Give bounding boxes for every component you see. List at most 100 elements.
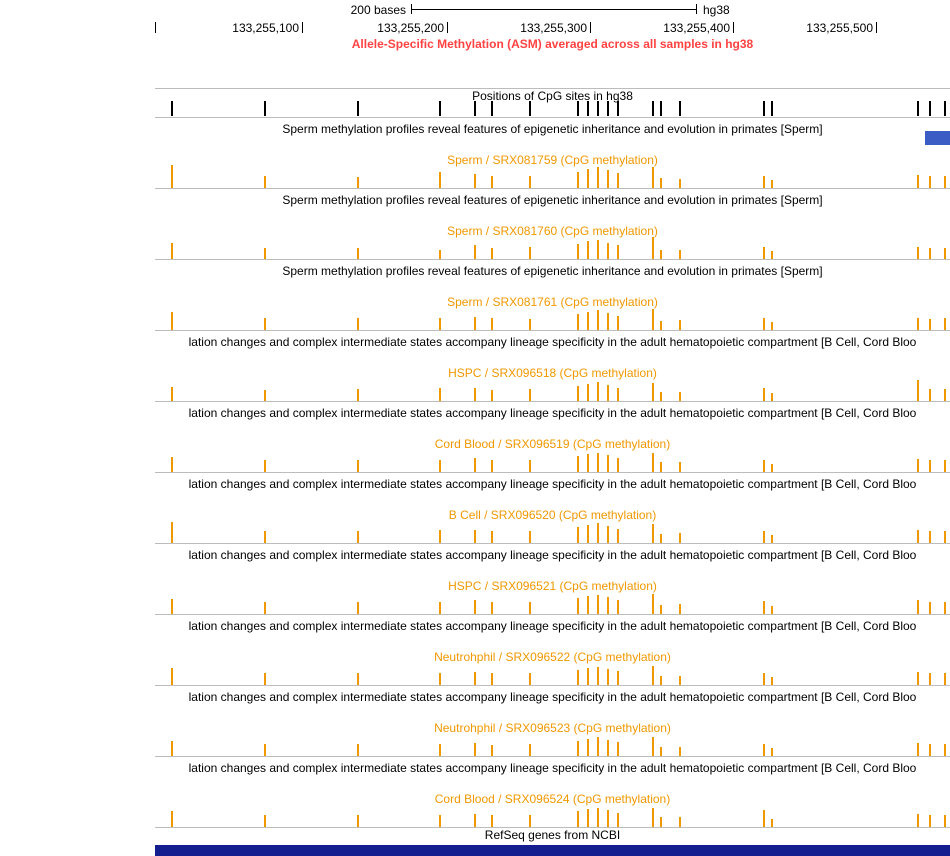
methylation-bar[interactable] — [944, 460, 946, 472]
methylation-bar[interactable] — [763, 247, 765, 259]
methylation-bar[interactable] — [771, 180, 773, 188]
methylation-bar[interactable] — [763, 318, 765, 330]
methylation-bar[interactable] — [529, 673, 531, 685]
methylation-bar[interactable] — [679, 250, 681, 259]
methylation-bar[interactable] — [171, 811, 173, 827]
methylation-bar[interactable] — [587, 739, 589, 756]
methylation-bar[interactable] — [529, 531, 531, 543]
methylation-bar[interactable] — [171, 243, 173, 259]
methylation-bar[interactable] — [491, 460, 493, 472]
methylation-bar[interactable] — [439, 172, 441, 188]
methylation-bar[interactable] — [264, 248, 266, 259]
methylation-bar[interactable] — [357, 389, 359, 401]
methylation-bar[interactable] — [357, 744, 359, 756]
study-title[interactable]: Sperm methylation profiles reveal featur… — [282, 193, 823, 207]
methylation-bar[interactable] — [929, 319, 931, 330]
methylation-bar[interactable] — [577, 314, 579, 330]
methylation-bar[interactable] — [587, 596, 589, 614]
cpg-site-tick[interactable] — [917, 101, 919, 116]
methylation-bar[interactable] — [474, 600, 476, 614]
cpg-site-tick[interactable] — [577, 101, 579, 116]
methylation-bar[interactable] — [491, 531, 493, 543]
cpg-site-tick[interactable] — [474, 101, 476, 116]
methylation-bar[interactable] — [617, 245, 619, 259]
methylation-bar[interactable] — [474, 458, 476, 472]
cpg-site-tick[interactable] — [357, 101, 359, 116]
cpg-site-tick[interactable] — [660, 101, 662, 116]
methylation-bar[interactable] — [771, 535, 773, 543]
methylation-bar[interactable] — [660, 250, 662, 259]
methylation-bar[interactable] — [652, 237, 654, 259]
methylation-bar[interactable] — [617, 671, 619, 685]
methylation-bar[interactable] — [491, 318, 493, 330]
methylation-bar[interactable] — [660, 178, 662, 188]
methylation-bar[interactable] — [439, 250, 441, 259]
methylation-bar[interactable] — [264, 602, 266, 614]
methylation-bar[interactable] — [439, 530, 441, 543]
methylation-bar[interactable] — [357, 460, 359, 472]
methylation-bar[interactable] — [929, 176, 931, 188]
methylation-bar[interactable] — [587, 312, 589, 330]
study-title[interactable]: lation changes and complex intermediate … — [188, 690, 917, 704]
cpg-site-tick[interactable] — [617, 101, 619, 116]
methylation-bar[interactable] — [763, 176, 765, 188]
methylation-bar[interactable] — [491, 602, 493, 614]
methylation-bar[interactable] — [607, 313, 609, 330]
cpg-site-tick[interactable] — [929, 101, 931, 116]
methylation-bar[interactable] — [617, 529, 619, 543]
methylation-bar[interactable] — [771, 819, 773, 827]
methylation-bar[interactable] — [617, 813, 619, 827]
refseq-gene-bar[interactable] — [155, 845, 950, 856]
methylation-bar[interactable] — [171, 457, 173, 472]
methylation-bar[interactable] — [660, 462, 662, 472]
methylation-bar[interactable] — [771, 251, 773, 259]
methylation-bar[interactable] — [917, 672, 919, 685]
methylation-bar[interactable] — [679, 392, 681, 401]
methylation-bar[interactable] — [652, 594, 654, 614]
methylation-bar[interactable] — [679, 179, 681, 188]
cpg-site-tick[interactable] — [491, 101, 493, 116]
methylation-bar[interactable] — [917, 380, 919, 401]
methylation-bar[interactable] — [357, 815, 359, 827]
methylation-bar[interactable] — [617, 388, 619, 401]
methylation-bar[interactable] — [439, 744, 441, 756]
methylation-bar[interactable] — [529, 176, 531, 188]
methylation-bar[interactable] — [577, 598, 579, 614]
methylation-bar[interactable] — [917, 530, 919, 543]
methylation-bar[interactable] — [264, 390, 266, 401]
methylation-bar[interactable] — [587, 241, 589, 259]
methylation-bar[interactable] — [491, 390, 493, 401]
methylation-bar[interactable] — [171, 312, 173, 330]
methylation-bar[interactable] — [439, 602, 441, 614]
methylation-bar[interactable] — [171, 522, 173, 543]
methylation-bar[interactable] — [763, 673, 765, 685]
methylation-bar[interactable] — [679, 533, 681, 543]
methylation-bar[interactable] — [474, 814, 476, 827]
methylation-bar[interactable] — [577, 670, 579, 685]
methylation-bar[interactable] — [652, 524, 654, 543]
methylation-bar[interactable] — [491, 673, 493, 685]
study-title[interactable]: lation changes and complex intermediate … — [188, 619, 917, 633]
methylation-bar[interactable] — [763, 388, 765, 401]
methylation-bar[interactable] — [529, 389, 531, 401]
methylation-bar[interactable] — [917, 247, 919, 259]
methylation-bar[interactable] — [944, 389, 946, 401]
methylation-bar[interactable] — [652, 309, 654, 330]
methylation-bar[interactable] — [944, 744, 946, 756]
methylation-bar[interactable] — [607, 170, 609, 188]
methylation-bar[interactable] — [929, 248, 931, 259]
methylation-bar[interactable] — [917, 459, 919, 472]
methylation-bar[interactable] — [577, 456, 579, 472]
methylation-bar[interactable] — [660, 747, 662, 756]
blue-item-box[interactable] — [925, 131, 950, 145]
methylation-bar[interactable] — [577, 244, 579, 259]
methylation-bar[interactable] — [917, 175, 919, 188]
methylation-bar[interactable] — [587, 384, 589, 401]
methylation-bar[interactable] — [771, 677, 773, 685]
methylation-bar[interactable] — [771, 748, 773, 756]
methylation-bar[interactable] — [264, 531, 266, 543]
methylation-bar[interactable] — [439, 673, 441, 685]
sample-title[interactable]: Cord Blood / SRX096519 (CpG methylation) — [434, 437, 671, 451]
methylation-bar[interactable] — [679, 747, 681, 756]
study-title[interactable]: Sperm methylation profiles reveal featur… — [282, 122, 823, 136]
